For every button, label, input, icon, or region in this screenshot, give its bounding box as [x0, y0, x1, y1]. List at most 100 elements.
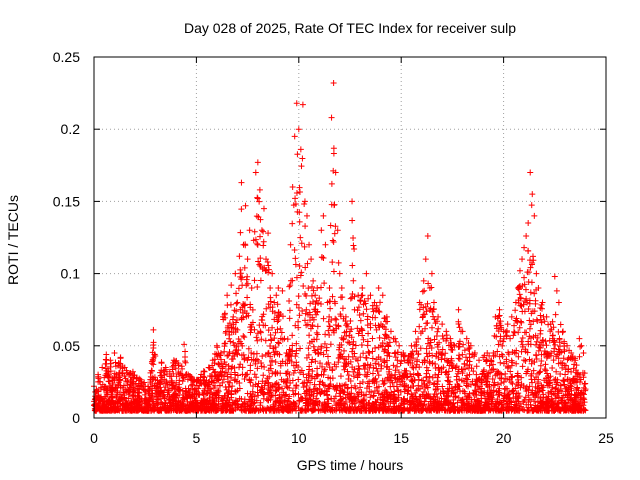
data-point: [308, 292, 315, 299]
data-point: [300, 283, 307, 290]
data-point: [469, 351, 476, 358]
data-point: [373, 399, 380, 406]
data-point: [540, 313, 547, 320]
background-noise-points: [91, 145, 589, 414]
data-point: [219, 368, 226, 375]
y-axis-label: ROTI / TECUs: [5, 195, 21, 285]
data-point: [518, 338, 525, 345]
data-point: [92, 403, 99, 410]
data-point: [455, 318, 462, 325]
data-point: [336, 390, 343, 397]
data-point: [438, 395, 445, 402]
data-point: [339, 353, 346, 360]
data-point: [102, 404, 109, 411]
tick-labels: 0 5 10 15 20 25 0 0.05 0.1 0.15 0.2 0.25: [53, 49, 614, 446]
data-point: [527, 396, 534, 403]
data-point: [539, 387, 546, 394]
data-point: [95, 375, 102, 382]
data-point: [254, 240, 261, 247]
data-point: [150, 326, 157, 333]
data-point: [533, 286, 540, 293]
data-point: [523, 233, 530, 240]
data-point: [173, 406, 180, 413]
data-point: [543, 379, 550, 386]
data-point: [337, 373, 344, 380]
data-point: [357, 298, 364, 305]
data-point: [408, 391, 415, 398]
data-point: [100, 400, 107, 407]
data-point: [495, 328, 502, 335]
data-point: [329, 237, 336, 244]
data-point: [221, 348, 228, 355]
data-point: [161, 393, 168, 400]
data-point: [210, 366, 217, 373]
data-point: [395, 369, 402, 376]
data-point: [456, 343, 463, 350]
data-point: [377, 299, 384, 306]
data-point: [178, 407, 185, 414]
data-point: [348, 326, 355, 333]
data-point: [348, 384, 355, 391]
data-point: [178, 372, 185, 379]
data-point: [412, 328, 419, 335]
data-point: [238, 352, 245, 359]
data-point: [241, 396, 248, 403]
data-point: [449, 404, 456, 411]
data-point: [321, 401, 328, 408]
data-point: [109, 381, 116, 388]
data-point: [551, 273, 558, 280]
data-point: [526, 356, 533, 363]
data-point: [516, 324, 523, 331]
data-point: [503, 329, 510, 336]
data-point: [226, 335, 233, 342]
data-point: [367, 402, 374, 409]
data-point: [329, 293, 336, 300]
data-point: [513, 360, 520, 367]
data-point: [465, 392, 472, 399]
data-point: [242, 202, 249, 209]
data-point: [163, 378, 170, 385]
data-point: [521, 308, 528, 315]
data-point: [257, 329, 264, 336]
data-point: [123, 378, 130, 385]
data-point: [354, 357, 361, 364]
data-point: [248, 349, 255, 356]
data-point: [381, 315, 388, 322]
data-point: [529, 191, 536, 198]
data-point: [304, 260, 311, 267]
data-point: [547, 373, 554, 380]
data-point: [241, 356, 248, 363]
data-point: [480, 367, 487, 374]
data-point: [350, 277, 357, 284]
data-point: [260, 407, 267, 414]
data-point: [419, 391, 426, 398]
data-point: [349, 262, 356, 269]
data-point: [254, 194, 261, 201]
data-point: [259, 353, 266, 360]
data-point: [269, 270, 276, 277]
data-point: [350, 235, 357, 242]
data-point: [367, 394, 374, 401]
data-point: [292, 261, 299, 268]
data-point: [350, 338, 357, 345]
data-point: [418, 301, 425, 308]
data-point: [561, 348, 568, 355]
data-point: [286, 298, 293, 305]
data-point: [276, 407, 283, 414]
data-point: [416, 306, 423, 313]
data-point: [387, 328, 394, 335]
data-point: [403, 367, 410, 374]
data-point: [259, 386, 266, 393]
data-point: [319, 363, 326, 370]
data-point: [374, 368, 381, 375]
data-point: [427, 305, 434, 312]
data-point: [99, 407, 106, 414]
data-point: [320, 315, 327, 322]
data-point: [429, 308, 436, 315]
data-point: [366, 388, 373, 395]
data-point: [293, 189, 300, 196]
data-point: [351, 306, 358, 313]
data-point: [260, 205, 267, 212]
data-point: [473, 371, 480, 378]
